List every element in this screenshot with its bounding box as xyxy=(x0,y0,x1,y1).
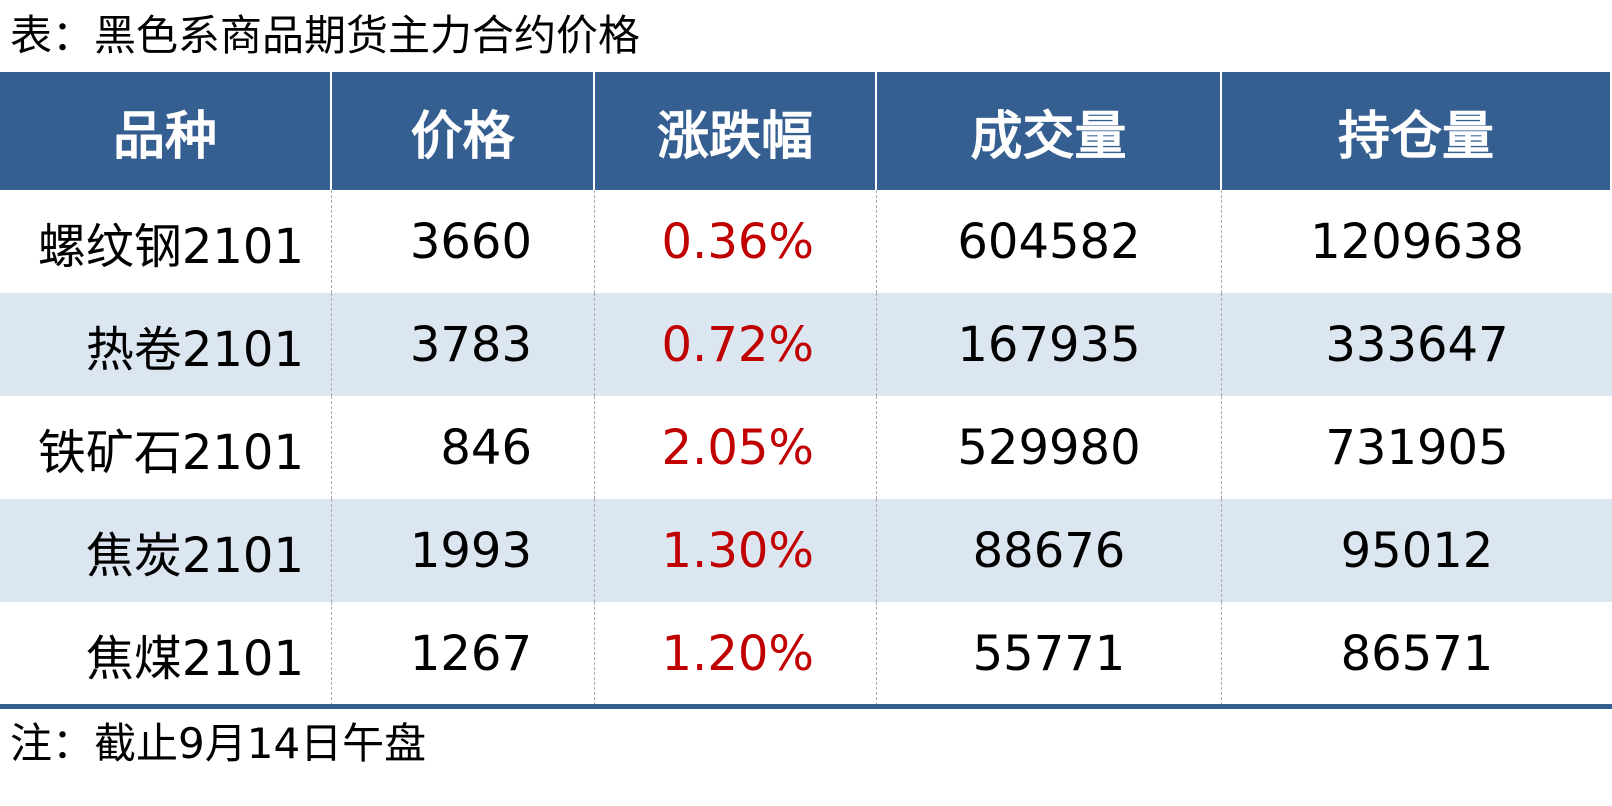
column-header: 持仓量 xyxy=(1222,72,1612,190)
table-cell: 55771 xyxy=(877,602,1222,705)
table-cell: 1.30% xyxy=(595,499,877,602)
bottom-rule xyxy=(0,704,1612,709)
table-cell: 529980 xyxy=(877,396,1222,499)
table-cell: 1993 xyxy=(332,499,595,602)
table-title: 表：黑色系商品期货主力合约价格 xyxy=(10,11,641,60)
table-cell: 螺纹钢2101 xyxy=(0,190,332,293)
table-cell: 846 xyxy=(332,396,595,499)
table-cell: 333647 xyxy=(1222,293,1612,396)
column-header: 成交量 xyxy=(877,72,1222,190)
table-cell: 3783 xyxy=(332,293,595,396)
column-header: 品种 xyxy=(0,72,332,190)
table-cell: 1.20% xyxy=(595,602,877,705)
table-cell: 0.72% xyxy=(595,293,877,396)
table-cell: 3660 xyxy=(332,190,595,293)
column-header: 价格 xyxy=(332,72,595,190)
table-cell: 焦炭2101 xyxy=(0,499,332,602)
table-cell: 焦煤2101 xyxy=(0,602,332,705)
table-cell: 604582 xyxy=(877,190,1222,293)
table-cell: 2.05% xyxy=(595,396,877,499)
table-cell: 热卷2101 xyxy=(0,293,332,396)
table-cell: 1267 xyxy=(332,602,595,705)
data-table: 品种 价格 涨跌幅 成交量 持仓量螺纹钢2101 3660 0.36% 604582 12096… xyxy=(0,72,1612,710)
table-cell: 0.36% xyxy=(595,190,877,293)
table-cell: 731905 xyxy=(1325,419,1509,476)
table-cell: 铁矿石2101 xyxy=(0,396,332,499)
table-cell: 95012 xyxy=(1222,499,1612,602)
table-cell: 88676 xyxy=(877,499,1222,602)
footnote: 注：截止9月14日午盘 xyxy=(10,719,427,768)
table-cell: 1209638 xyxy=(1310,213,1524,270)
column-header: 涨跌幅 xyxy=(595,72,877,190)
table-cell: 86571 xyxy=(1340,625,1494,682)
table-cell: 167935 xyxy=(877,293,1222,396)
